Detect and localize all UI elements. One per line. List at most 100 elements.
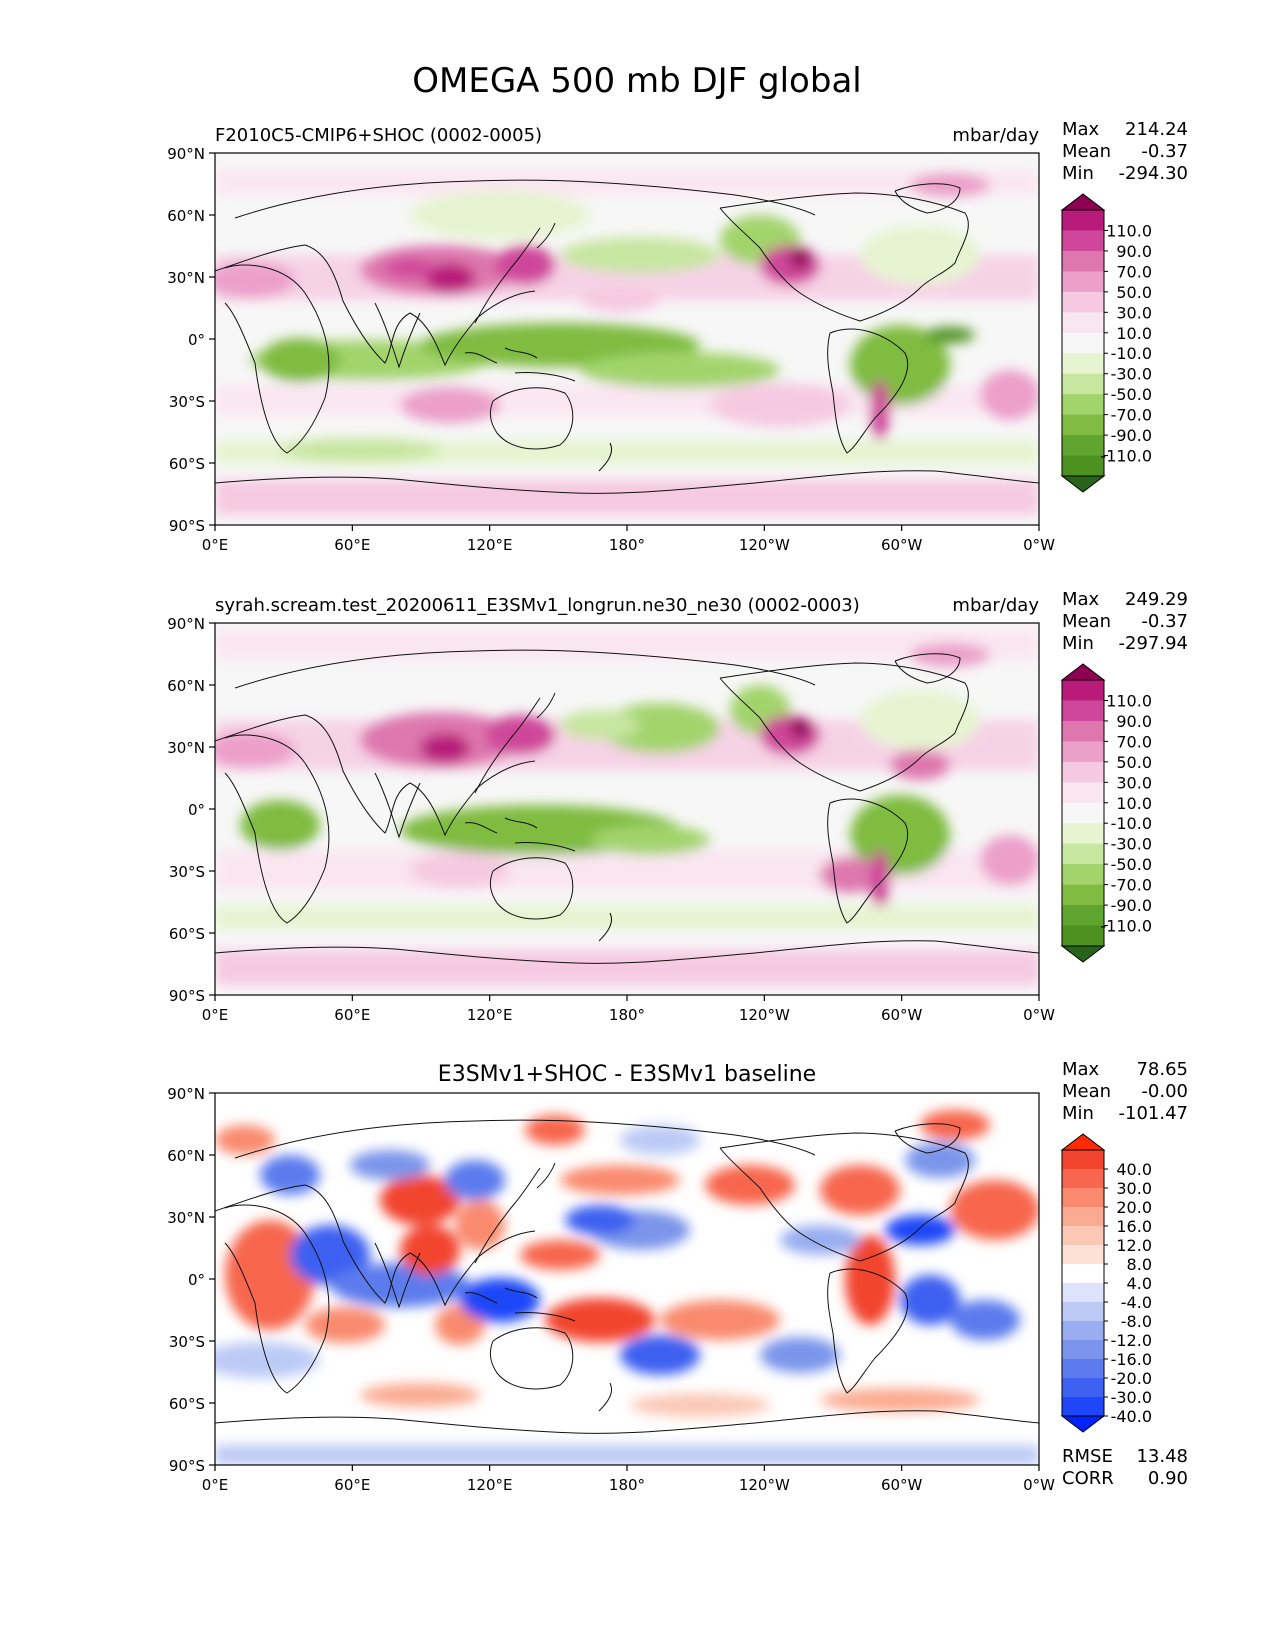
lat-tick-label: 30°S (169, 1333, 205, 1351)
colorbar-swatch (1062, 291, 1104, 313)
colorbar-tick-label: 30.0 (1116, 1179, 1152, 1198)
colorbar-swatch (1062, 1302, 1104, 1322)
stat-min-label: Min (1062, 163, 1094, 184)
colorbar-tick-label: -50.0 (1111, 855, 1152, 874)
panel-diff-map (215, 1093, 1039, 1465)
lat-tick-label: 60°S (169, 455, 205, 473)
colorbar-swatch (1062, 1359, 1104, 1379)
panel-test-title: F2010C5-CMIP6+SHOC (0002-0005) (215, 125, 542, 146)
panel-ref-units: mbar/day (952, 595, 1039, 616)
panel-ref-stats: Max 249.29 Mean -0.37 Min -297.94 (1062, 589, 1188, 654)
colorbar-tick-label: 70.0 (1116, 732, 1152, 751)
colorbar-tick-label: -20.0 (1111, 1369, 1152, 1388)
colorbar-extend-bottom (1060, 945, 1106, 963)
colorbar-extend-top (1060, 663, 1106, 681)
panel-ref: syrah.scream.test_20200611_E3SMv1_longru… (214, 595, 1040, 996)
panel-test-colorbar: 110.0 90.070.0 50.030.0 10.0-10.0 -30.0-50.0… (1060, 193, 1152, 493)
colorbar-frame (1061, 209, 1105, 477)
colorbar-swatch (1062, 230, 1104, 252)
panel-diff-colorbar: 40.030.020.016.012.08.04.0-4.0-8.0-12.0-… (1060, 1133, 1152, 1433)
stat-mean-label: Mean (1062, 1081, 1111, 1102)
colorbar-swatch (1062, 435, 1104, 457)
colorbar-swatch (1062, 1226, 1104, 1246)
colorbar-swatch (1062, 680, 1104, 701)
colorbar-swatch (1062, 1245, 1104, 1265)
colorbar-swatch (1062, 802, 1104, 824)
colorbar-tick-label: -90.0 (1111, 426, 1152, 445)
colorbar-tick-label: 90.0 (1116, 712, 1152, 731)
lon-tick-label: 0°E (202, 1476, 229, 1494)
lon-tick-label: 0°W (1023, 1476, 1055, 1494)
lat-tick-label: 30°N (167, 739, 205, 757)
stat-mean-label: Mean (1062, 611, 1111, 632)
colorbar-swatch (1062, 1378, 1104, 1398)
colorbar-tick-label: 10.0 (1116, 794, 1152, 813)
lon-tick-label: 120°W (739, 536, 790, 554)
colorbar-tick-label: 10.0 (1116, 324, 1152, 343)
colorbar-swatch (1062, 353, 1104, 375)
panel-diff-metrics: RMSE 13.48 CORR 0.90 (1062, 1446, 1188, 1489)
colorbar-frame (1061, 679, 1105, 947)
panel-test-map (215, 153, 1039, 525)
colorbar-tick-label: 30.0 (1116, 773, 1152, 792)
colorbar-swatch (1062, 1150, 1104, 1170)
colorbar-swatch (1062, 312, 1104, 334)
colorbar-extend-bottom (1060, 475, 1106, 493)
colorbar-tick-label: 50.0 (1116, 753, 1152, 772)
lat-tick-label: 60°N (167, 677, 205, 695)
stat-max-value: 249.29 (1125, 589, 1188, 610)
stat-max-label: Max (1062, 1059, 1100, 1080)
panel-test-stats: Max 214.24 Mean -0.37 Min -294.30 (1062, 119, 1188, 184)
colorbar-tick-label: -110.0 (1100, 447, 1152, 466)
colorbar-swatch (1062, 761, 1104, 783)
lat-tick-label: 90°S (169, 517, 205, 535)
lon-tick-label: 180° (609, 536, 645, 554)
colorbar-swatch (1062, 1397, 1104, 1417)
stat-max-value: 214.24 (1125, 119, 1188, 140)
colorbar-swatch (1062, 823, 1104, 845)
colorbar-swatch (1062, 925, 1104, 947)
colorbar-tick-label: -4.0 (1121, 1293, 1152, 1312)
colorbar-swatch (1062, 1340, 1104, 1360)
lon-tick-label: 60°W (881, 536, 923, 554)
lat-tick-label: 30°S (169, 393, 205, 411)
colorbar-tick-label: -70.0 (1111, 876, 1152, 895)
colorbar-swatch (1062, 414, 1104, 436)
lat-tick-label: 60°N (167, 207, 205, 225)
colorbar-tick-label: -70.0 (1111, 406, 1152, 425)
lon-tick-label: 60°W (881, 1006, 923, 1024)
lon-tick-label: 0°E (202, 1006, 229, 1024)
lon-tick-label: 120°E (467, 1476, 513, 1494)
colorbar-swatch (1062, 700, 1104, 722)
colorbar-extend-bottom (1060, 1415, 1106, 1433)
colorbar-tick-label: -110.0 (1100, 917, 1152, 936)
lat-tick-label: 60°S (169, 1395, 205, 1413)
lon-tick-label: 0°W (1023, 536, 1055, 554)
stat-min-value: -294.30 (1119, 163, 1188, 184)
colorbar-swatch (1062, 1169, 1104, 1189)
colorbar-tick-label: 12.0 (1116, 1236, 1152, 1255)
stat-mean-value: -0.00 (1141, 1081, 1188, 1102)
colorbar-tick-label: 90.0 (1116, 242, 1152, 261)
colorbar-swatch (1062, 843, 1104, 865)
lon-tick-label: 0°E (202, 536, 229, 554)
lon-tick-label: 120°E (467, 536, 513, 554)
figure-title: OMEGA 500 mb DJF global (412, 61, 861, 101)
stat-min-label: Min (1062, 633, 1094, 654)
lon-tick-label: 60°E (334, 1006, 370, 1024)
panel-ref-colorbar: 110.0 90.070.0 50.030.0 10.0-10.0 -30.0-50.0… (1060, 663, 1152, 963)
colorbar-swatch (1062, 1321, 1104, 1341)
corr-value: 0.90 (1148, 1468, 1188, 1489)
colorbar-extend-top (1060, 1133, 1106, 1151)
colorbar-tick-label: 110.0 (1106, 691, 1152, 710)
colorbar-tick-label: 20.0 (1116, 1198, 1152, 1217)
colorbar-tick-label: -16.0 (1111, 1350, 1152, 1369)
colorbar-tick-label: 4.0 (1127, 1274, 1152, 1293)
colorbar-swatch (1062, 1207, 1104, 1227)
lon-tick-label: 180° (609, 1006, 645, 1024)
colorbar-swatch (1062, 455, 1104, 477)
colorbar-tick-label: 30.0 (1116, 303, 1152, 322)
lon-tick-label: 0°W (1023, 1006, 1055, 1024)
lat-tick-label: 90°N (167, 1085, 205, 1103)
stat-min-value: -101.47 (1119, 1103, 1188, 1124)
